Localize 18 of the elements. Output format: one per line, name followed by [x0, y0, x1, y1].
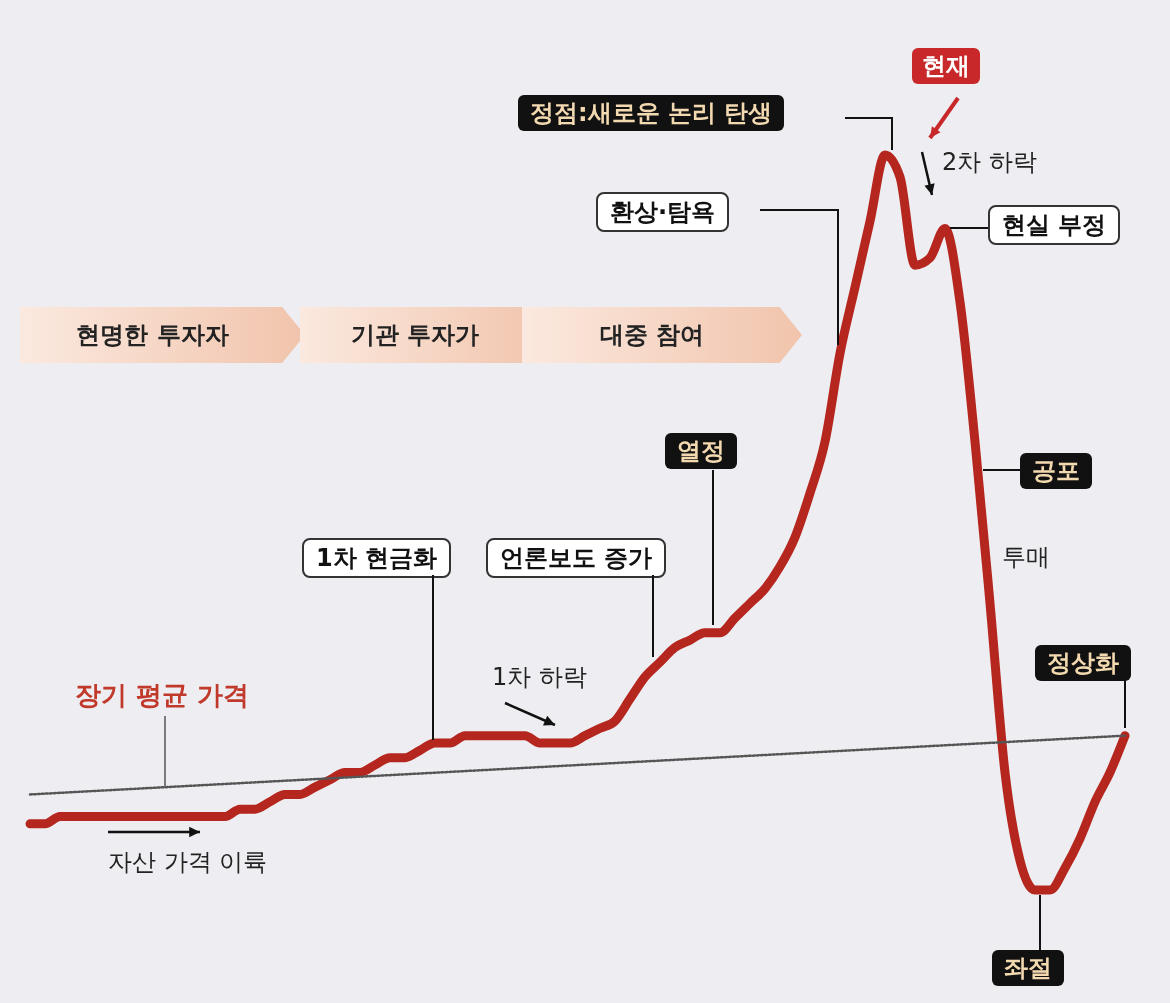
annotation: 정상화	[1035, 645, 1131, 681]
annotation: 현명한 투자자	[75, 320, 230, 349]
text: 현재	[912, 48, 980, 84]
annotation: 2차 하락	[942, 148, 1037, 176]
annotation: 현실 부정	[988, 205, 1121, 245]
annotation: 공포	[1020, 453, 1092, 489]
annotation: 1차 하락	[492, 663, 587, 691]
annotation: 투매	[1002, 543, 1050, 571]
annotation: 언론보도 증가	[486, 538, 667, 578]
annotation: 기관 투자가	[349, 320, 481, 349]
annotation: 자산 가격 이륙	[108, 848, 268, 876]
annotation: 대중 참여	[598, 320, 706, 349]
annotation: 열정	[665, 433, 737, 469]
text: 장기 평균 가격	[75, 679, 250, 712]
annotation: 환상·탐욕	[596, 192, 730, 232]
text: 좌절	[992, 950, 1064, 986]
annotation: 1차 현금화	[302, 538, 452, 578]
text: 정점:새로운 논리 탄생	[518, 95, 785, 131]
